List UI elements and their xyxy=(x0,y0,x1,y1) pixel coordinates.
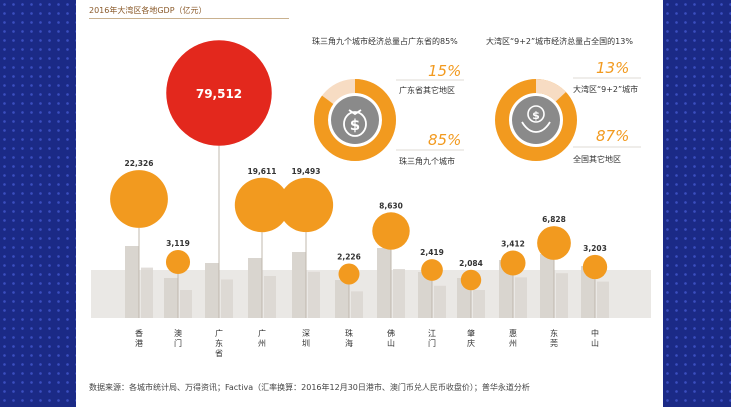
skyline-building xyxy=(581,266,595,318)
donut-left-arc xyxy=(314,79,396,161)
city-label: 东莞 xyxy=(550,328,558,348)
gdp-bubble xyxy=(234,177,290,233)
skyline-building xyxy=(434,285,446,318)
city-label: 广东省 xyxy=(215,328,223,358)
svg-text:$: $ xyxy=(350,116,360,134)
gdp-bubble xyxy=(537,226,571,260)
bubble-stems xyxy=(138,145,596,318)
donut-left-center xyxy=(331,96,379,144)
donut-left-heading: 珠三角九个城市经济总量占广东省的85% xyxy=(312,36,458,46)
city-label: 香港 xyxy=(135,328,143,348)
city-skyline xyxy=(91,246,651,318)
donut-left-label-large: 珠三角九个城市 xyxy=(399,156,455,166)
skyline-building xyxy=(205,263,219,318)
donut-right-label-small: 大湾区“9+2”城市 xyxy=(573,84,638,94)
infographic-panel: 2016年大湾区各地GDP（亿元） 22,326 3,119 79,512 19,61… xyxy=(76,0,663,407)
skyline-building xyxy=(556,273,568,318)
city-label: 江门 xyxy=(428,329,436,348)
donut-left-pct-small: 15% xyxy=(428,62,461,80)
donut-right-heading: 大湾区“9+2”城市经济总量占全国的13% xyxy=(486,36,633,46)
city-label: 珠海 xyxy=(345,328,353,348)
title-underline xyxy=(89,18,289,19)
bubble-value-label: 3,119 xyxy=(166,239,190,248)
gdp-bubble xyxy=(582,254,608,280)
gdp-bubble xyxy=(372,212,410,250)
skyline-building xyxy=(335,280,349,318)
skyline-building xyxy=(164,278,178,318)
donut-right-arc xyxy=(495,79,577,161)
gdp-bubble xyxy=(338,263,360,285)
skyline-building xyxy=(351,291,363,318)
bubble-value-label: 2,226 xyxy=(337,253,361,262)
gdp-bubble xyxy=(166,40,272,146)
skyline-building xyxy=(540,254,554,318)
gdp-bubble xyxy=(460,269,482,291)
skyline-building xyxy=(264,276,276,318)
bubble-value-label: 3,203 xyxy=(583,244,607,253)
bubbles xyxy=(110,40,608,291)
donut-right-pct-large: 87% xyxy=(596,127,629,145)
city-label: 深圳 xyxy=(302,329,310,348)
gdp-bubble xyxy=(278,177,334,233)
bubble-value-label: 2,419 xyxy=(420,248,444,257)
skyline-building xyxy=(377,248,391,318)
donut-left: 珠三角九个城市经济总量占广东省的85% $ 15% 广东省其它地区 85% 珠三… xyxy=(312,36,464,166)
money-hand-icon: $ xyxy=(521,105,551,133)
gdp-bubble xyxy=(165,249,191,275)
donut-left-pct-large: 85% xyxy=(428,131,461,149)
bubble-value-label: 3,412 xyxy=(501,239,525,248)
skyline-building xyxy=(141,267,153,318)
skyline-building xyxy=(125,246,139,318)
donut-right-pct-small: 13% xyxy=(596,59,629,77)
chart-title: 2016年大湾区各地GDP（亿元） xyxy=(89,6,207,15)
money-bag-icon: $ xyxy=(343,109,367,137)
skyline-building xyxy=(308,271,320,318)
skyline-building xyxy=(473,290,485,318)
donut-right-label-large: 全国其它地区 xyxy=(573,154,621,164)
bubble-value-label: 79,512 xyxy=(196,87,242,101)
skyline-building xyxy=(292,252,306,318)
gdp-bubble xyxy=(500,250,526,276)
city-label: 肇庆 xyxy=(467,328,475,348)
gdp-bubble xyxy=(110,170,168,228)
city-label: 中山 xyxy=(591,328,599,348)
bubble-value-label: 22,326 xyxy=(125,159,154,168)
skyline-building xyxy=(180,290,192,318)
bubble-value-label: 19,611 xyxy=(248,167,277,176)
gdp-bubble xyxy=(421,259,443,281)
city-labels: 香港 澳门 广东省 广州 深圳 珠海 佛山 江门 肇庆 惠州 东莞 中山 xyxy=(135,328,599,358)
skyline-building xyxy=(248,258,262,318)
donut-right: 大湾区“9+2”城市经济总量占全国的13% $ 13% 大湾区“9+2”城市 8… xyxy=(486,36,641,164)
city-label: 澳门 xyxy=(174,328,182,348)
donut-left-label-small: 广东省其它地区 xyxy=(399,85,455,95)
city-label: 佛山 xyxy=(387,328,395,348)
city-label: 惠州 xyxy=(509,328,517,348)
skyline-building xyxy=(515,277,527,318)
skyline-building xyxy=(393,269,405,318)
bubble-value-label: 6,828 xyxy=(542,215,566,224)
data-source-note: 数据来源：各城市统计局、万得资讯；Factiva（汇率换算：2016年12月30… xyxy=(89,383,530,392)
value-labels: 22,326 3,119 79,512 19,611 19,493 2,226 8,630 2… xyxy=(125,87,607,268)
city-label: 广州 xyxy=(258,328,266,348)
bubble-value-label: 19,493 xyxy=(292,167,321,176)
skyline-building xyxy=(418,272,432,318)
donut-right-center xyxy=(512,96,560,144)
left-dot-pattern xyxy=(0,0,76,407)
svg-text:$: $ xyxy=(532,109,540,122)
gdp-bubble-chart: 22,326 3,119 79,512 19,611 19,493 2,226 8,630 2… xyxy=(91,36,651,358)
skyline-building xyxy=(597,281,609,318)
bubble-value-label: 2,084 xyxy=(459,259,483,268)
bubble-value-label: 8,630 xyxy=(379,201,403,210)
right-dot-pattern xyxy=(663,0,731,407)
skyline-building xyxy=(221,279,233,318)
